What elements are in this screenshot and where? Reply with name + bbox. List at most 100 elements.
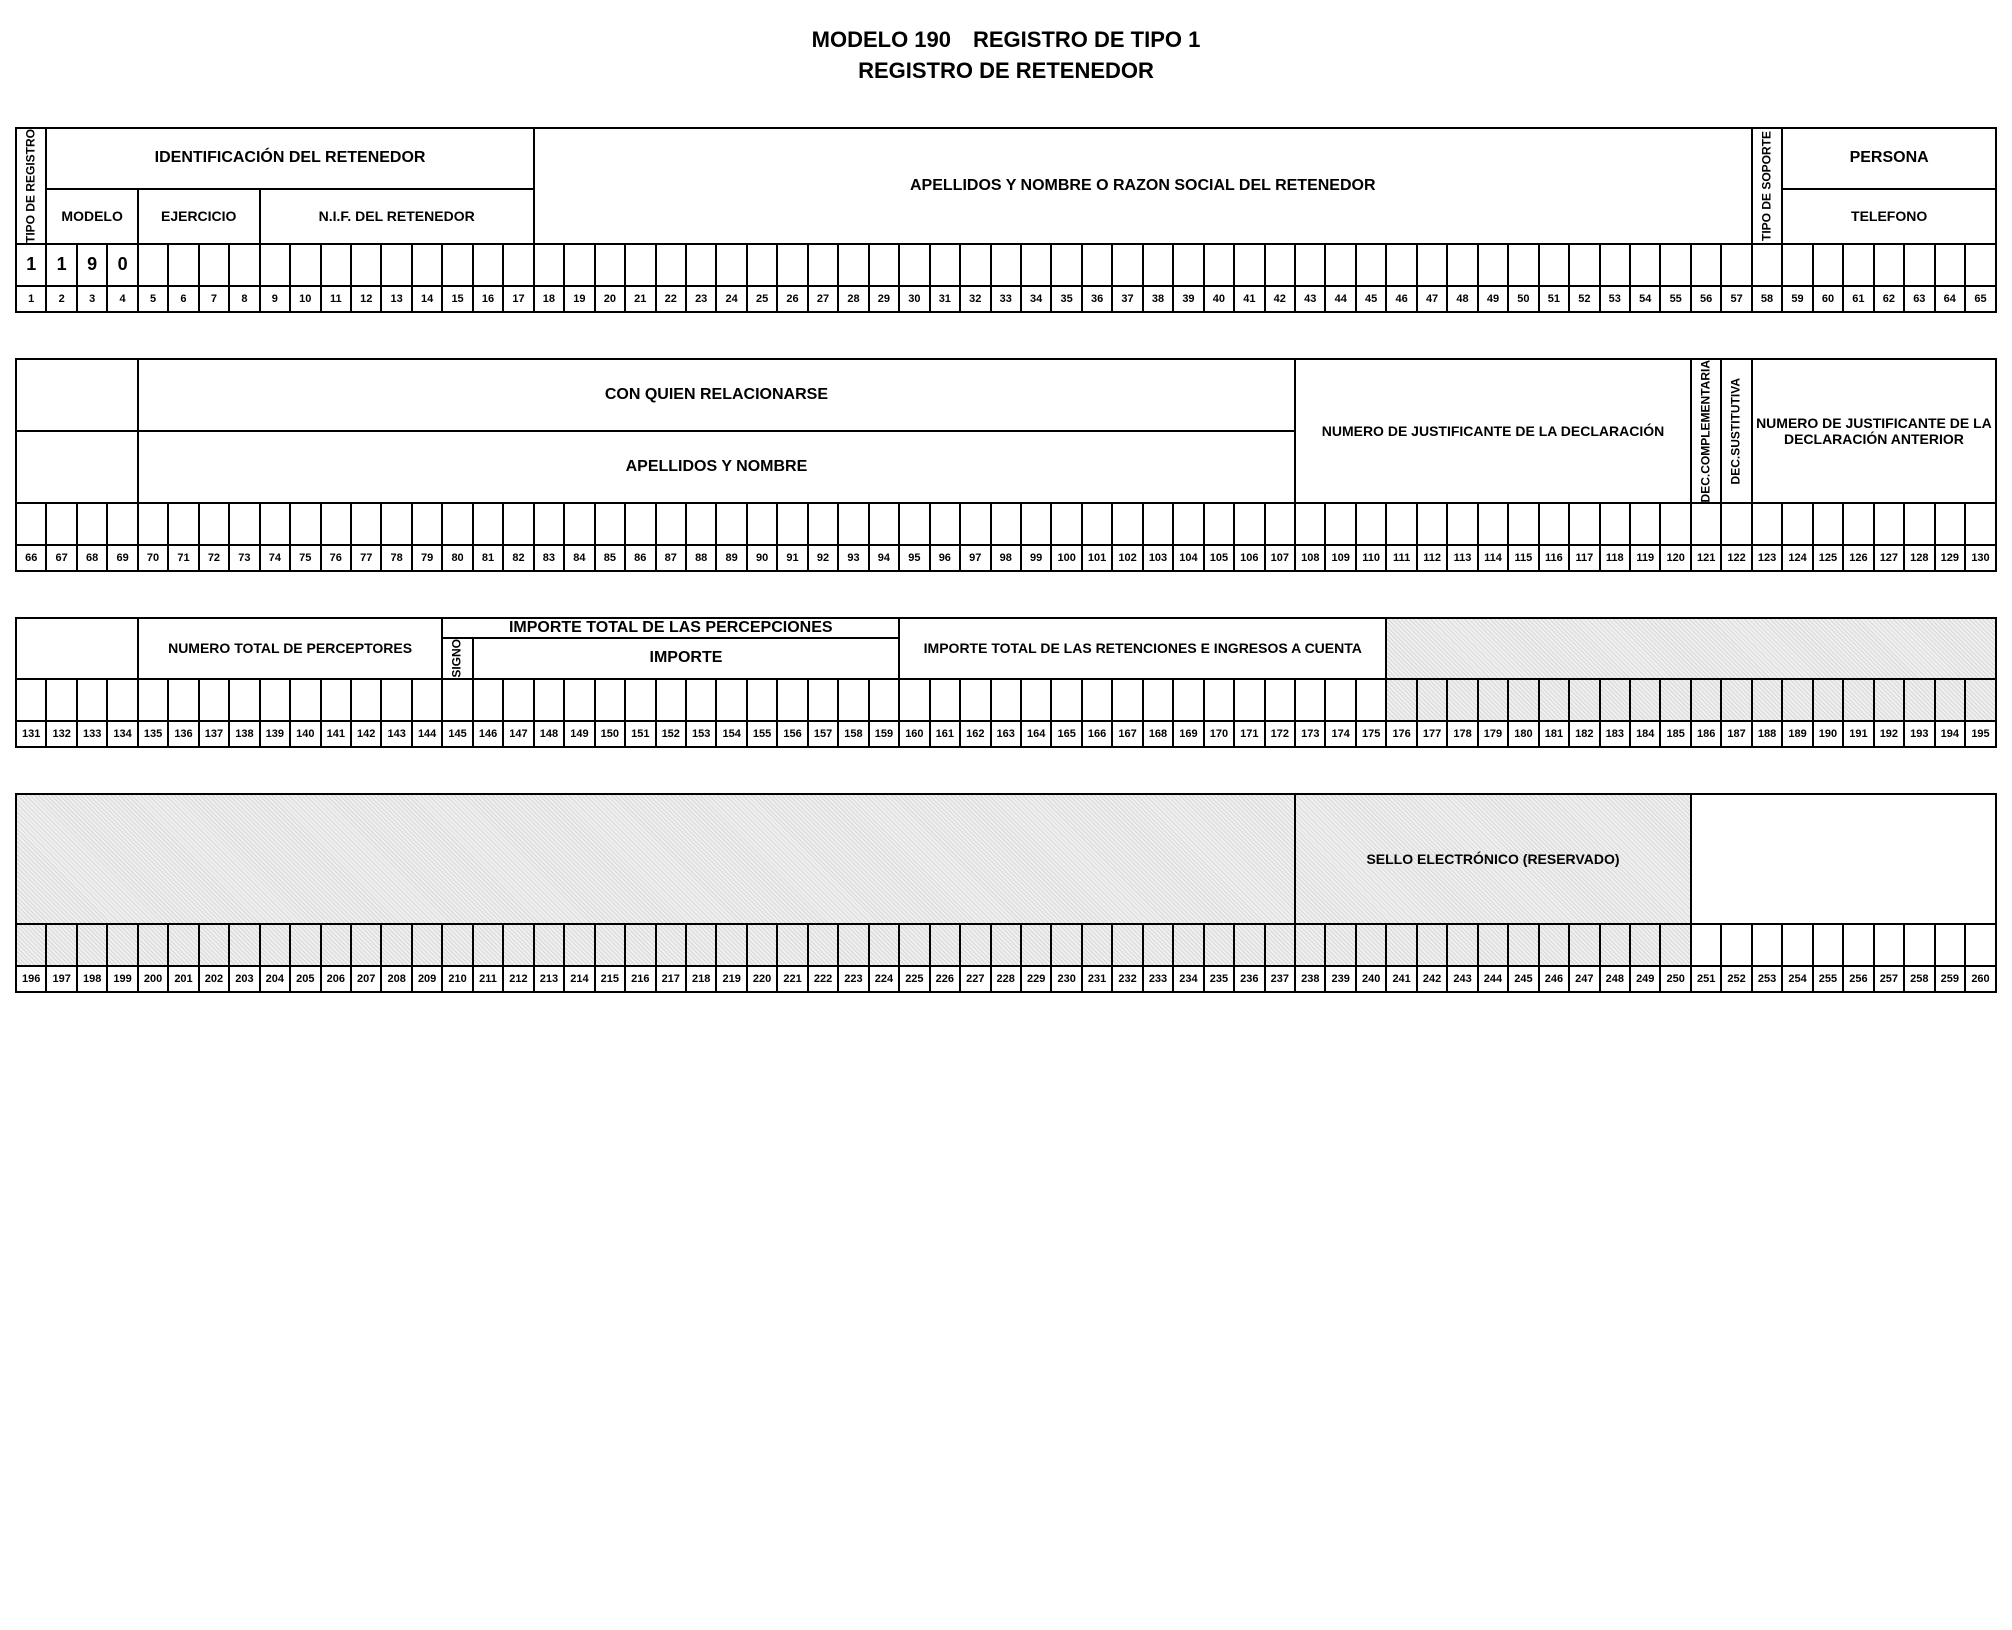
data-cell xyxy=(838,679,868,721)
data-cell xyxy=(290,503,320,545)
pos-cell-23: 23 xyxy=(686,286,716,312)
data-cell xyxy=(1813,924,1843,966)
section-3: NUMERO TOTAL DE PERCEPTORESIMPORTE TOTAL… xyxy=(15,617,1997,748)
title-line2: REGISTRO DE RETENEDOR xyxy=(15,56,1997,87)
data-cell xyxy=(869,503,899,545)
data-cell xyxy=(351,679,381,721)
pos-cell-211: 211 xyxy=(473,966,503,992)
pos-cell-111: 111 xyxy=(1386,545,1416,571)
data-cell xyxy=(1539,244,1569,286)
pos-cell-199: 199 xyxy=(107,966,137,992)
pos-cell-101: 101 xyxy=(1082,545,1112,571)
data-cell xyxy=(1630,679,1660,721)
header-cell xyxy=(16,618,138,679)
header-cell: NUMERO DE JUSTIFICANTE DE LA DECLARACIÓN… xyxy=(1752,359,1996,503)
data-cell xyxy=(1447,503,1477,545)
data-cell xyxy=(442,924,472,966)
pos-cell-176: 176 xyxy=(1386,721,1416,747)
pos-cell-141: 141 xyxy=(321,721,351,747)
data-cell xyxy=(1965,244,1996,286)
data-cell xyxy=(199,924,229,966)
pos-cell-144: 144 xyxy=(412,721,442,747)
pos-cell-155: 155 xyxy=(747,721,777,747)
pos-cell-94: 94 xyxy=(869,545,899,571)
pos-cell-210: 210 xyxy=(442,966,472,992)
pos-cell-1: 1 xyxy=(16,286,46,312)
pos-cell-203: 203 xyxy=(229,966,259,992)
pos-cell-17: 17 xyxy=(503,286,533,312)
pos-cell-67: 67 xyxy=(46,545,76,571)
data-cell xyxy=(1356,679,1386,721)
data-cell xyxy=(716,679,746,721)
data-cell xyxy=(1325,244,1355,286)
data-cell xyxy=(381,679,411,721)
data-cell xyxy=(381,924,411,966)
data-cell xyxy=(16,924,46,966)
header-cell: EJERCICIO xyxy=(138,189,260,244)
pos-cell-142: 142 xyxy=(351,721,381,747)
pos-cell-252: 252 xyxy=(1721,966,1751,992)
data-cell xyxy=(1204,244,1234,286)
pos-cell-119: 119 xyxy=(1630,545,1660,571)
pos-cell-159: 159 xyxy=(869,721,899,747)
pos-cell-103: 103 xyxy=(1143,545,1173,571)
header-cell xyxy=(16,794,1295,924)
data-cell xyxy=(1386,679,1416,721)
pos-cell-7: 7 xyxy=(199,286,229,312)
pos-cell-40: 40 xyxy=(1204,286,1234,312)
pos-cell-36: 36 xyxy=(1082,286,1112,312)
data-cell xyxy=(321,679,351,721)
pos-cell-194: 194 xyxy=(1935,721,1965,747)
header-cell: IMPORTE TOTAL DE LAS RETENCIONES E INGRE… xyxy=(899,618,1386,679)
data-cell xyxy=(1965,679,1996,721)
pos-cell-58: 58 xyxy=(1752,286,1782,312)
pos-cell-241: 241 xyxy=(1386,966,1416,992)
pos-cell-222: 222 xyxy=(808,966,838,992)
data-cell xyxy=(1447,924,1477,966)
pos-cell-129: 129 xyxy=(1935,545,1965,571)
data-cell xyxy=(656,503,686,545)
pos-cell-61: 61 xyxy=(1843,286,1873,312)
pos-cell-127: 127 xyxy=(1874,545,1904,571)
data-cell xyxy=(1173,244,1203,286)
data-cell xyxy=(1265,679,1295,721)
pos-cell-32: 32 xyxy=(960,286,990,312)
pos-cell-202: 202 xyxy=(199,966,229,992)
data-cell xyxy=(1417,503,1447,545)
pos-cell-65: 65 xyxy=(1965,286,1996,312)
data-cell xyxy=(473,679,503,721)
data-cell xyxy=(1539,503,1569,545)
pos-cell-173: 173 xyxy=(1295,721,1325,747)
data-cell xyxy=(1752,679,1782,721)
pos-cell-125: 125 xyxy=(1813,545,1843,571)
data-cell xyxy=(991,679,1021,721)
data-cell xyxy=(351,244,381,286)
data-cell xyxy=(1782,679,1812,721)
data-cell xyxy=(930,924,960,966)
pos-cell-158: 158 xyxy=(838,721,868,747)
data-cell xyxy=(1325,679,1355,721)
pos-cell-109: 109 xyxy=(1325,545,1355,571)
data-cell xyxy=(1173,924,1203,966)
pos-cell-24: 24 xyxy=(716,286,746,312)
pos-cell-207: 207 xyxy=(351,966,381,992)
header-cell: TELEFONO xyxy=(1782,189,1996,244)
data-cell xyxy=(442,679,472,721)
data-cell xyxy=(46,924,76,966)
pos-cell-16: 16 xyxy=(473,286,503,312)
pos-cell-66: 66 xyxy=(16,545,46,571)
pos-cell-164: 164 xyxy=(1021,721,1051,747)
pos-cell-243: 243 xyxy=(1447,966,1477,992)
data-cell xyxy=(1904,503,1934,545)
pos-cell-229: 229 xyxy=(1021,966,1051,992)
pos-cell-106: 106 xyxy=(1234,545,1264,571)
pos-cell-183: 183 xyxy=(1600,721,1630,747)
data-cell xyxy=(138,679,168,721)
pos-cell-140: 140 xyxy=(290,721,320,747)
pos-cell-57: 57 xyxy=(1721,286,1751,312)
pos-cell-143: 143 xyxy=(381,721,411,747)
pos-cell-34: 34 xyxy=(1021,286,1051,312)
data-cell xyxy=(168,679,198,721)
data-cell xyxy=(168,503,198,545)
pos-cell-182: 182 xyxy=(1569,721,1599,747)
